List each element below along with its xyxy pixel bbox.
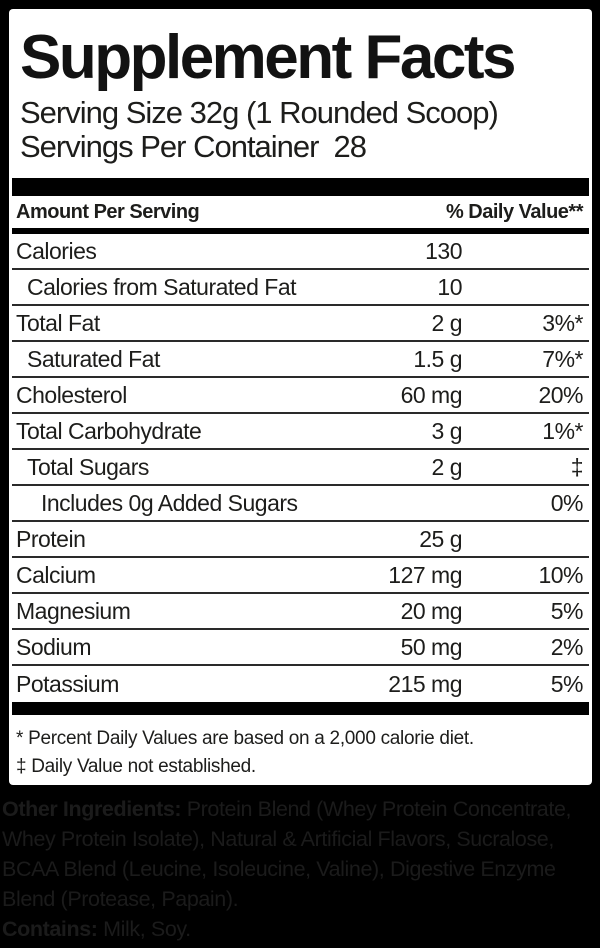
divider-bar-header <box>12 228 589 234</box>
table-row-protein: Protein 25 g <box>12 522 589 558</box>
row-label: Saturated Fat <box>27 345 160 372</box>
contains-label: Contains: <box>2 917 98 941</box>
table-row-added-sugars: Includes 0g Added Sugars 0% <box>12 486 589 522</box>
contains-line: Contains: Milk, Soy. <box>2 914 600 944</box>
table-row-calories-from-saturated-fat: Calories from Saturated Fat 10 <box>12 270 589 306</box>
row-amount: 2 g <box>431 309 463 336</box>
row-daily-value: ‡ <box>570 453 584 480</box>
footnote-not-established: ‡ Daily Value not established. <box>16 756 256 777</box>
row-amount: 50 mg <box>400 633 463 660</box>
serving-size-line: Serving Size 32g (1 Rounded Scoop) <box>20 95 499 130</box>
row-label: Total Carbohydrate <box>16 417 202 444</box>
row-label: Calories from Saturated Fat <box>27 273 297 300</box>
row-amount: 127 mg <box>388 561 462 588</box>
other-ingredients-text: Protein Blend (Whey Protein Concentrate, <box>181 797 572 821</box>
amount-per-serving-header: Amount Per Serving <box>16 200 200 223</box>
table-row-saturated-fat: Saturated Fat 1.5 g 7%* <box>12 342 589 378</box>
row-label: Potassium <box>16 670 119 697</box>
divider-bar-top <box>12 178 589 196</box>
row-amount: 10 <box>437 273 462 300</box>
other-ingredients-label: Other Ingredients: <box>2 797 182 821</box>
row-label: Magnesium <box>16 597 131 624</box>
row-label: Protein <box>16 525 86 552</box>
row-amount: 60 mg <box>400 381 463 408</box>
other-ingredients-line-4: Blend (Protease, Papain). <box>2 887 239 911</box>
table-row-total-sugars: Total Sugars 2 g ‡ <box>12 450 589 486</box>
table-row-magnesium: Magnesium 20 mg 5% <box>12 594 589 630</box>
row-amount: 1.5 g <box>413 345 462 372</box>
row-amount: 3 g <box>431 417 463 444</box>
row-daily-value: 7%* <box>542 345 583 372</box>
table-header-row: Amount Per Serving % Daily Value** <box>12 196 589 228</box>
servings-per-container-label: Servings Per Container <box>20 129 319 164</box>
table-row-calories: Calories 130 <box>12 234 589 270</box>
row-amount: 2 g <box>431 453 463 480</box>
row-amount: 25 g <box>419 525 462 552</box>
row-label: Total Fat <box>16 309 100 336</box>
divider-bar-bottom <box>12 702 589 715</box>
footnote-percent-daily: * Percent Daily Values are based on a 2,… <box>16 728 474 749</box>
daily-value-header: % Daily Value** <box>445 200 584 223</box>
table-row-calcium: Calcium 127 mg 10% <box>12 558 589 594</box>
nutrient-table: Calories 130 Calories from Saturated Fat… <box>12 234 589 702</box>
row-amount: 130 <box>425 237 462 264</box>
row-daily-value: 0% <box>550 489 584 516</box>
row-daily-value: 5% <box>550 597 584 624</box>
table-row-total-carbohydrate: Total Carbohydrate 3 g 1%* <box>12 414 589 450</box>
row-daily-value: 5% <box>550 670 584 697</box>
table-row-sodium: Sodium 50 mg 2% <box>12 630 589 666</box>
table-row-total-fat: Total Fat 2 g 3%* <box>12 306 589 342</box>
row-daily-value: 2% <box>550 633 584 660</box>
row-label: Cholesterol <box>16 381 127 408</box>
row-label: Total Sugars <box>27 453 149 480</box>
table-row-potassium: Potassium 215 mg 5% <box>12 666 589 702</box>
servings-per-container-line: Servings Per Container 28 <box>20 130 589 164</box>
footnotes: * Percent Daily Values are based on a 2,… <box>16 725 589 781</box>
other-ingredients-section: Other Ingredients: Protein Blend (Whey P… <box>2 794 600 944</box>
row-label: Calcium <box>16 561 96 588</box>
row-daily-value: 1%* <box>542 417 583 444</box>
row-label: Calories <box>16 237 97 264</box>
contains-text: Milk, Soy. <box>97 917 191 941</box>
supplement-facts-panel: Supplement Facts Serving Size 32g (1 Rou… <box>9 9 592 785</box>
row-daily-value: 20% <box>538 381 583 408</box>
table-row-cholesterol: Cholesterol 60 mg 20% <box>12 378 589 414</box>
row-daily-value: 3%* <box>542 309 583 336</box>
other-ingredients-line-1: Other Ingredients: Protein Blend (Whey P… <box>2 794 600 824</box>
page-title: Supplement Facts <box>20 23 517 92</box>
servings-per-container-value: 28 <box>333 129 367 164</box>
other-ingredients-line-3: BCAA Blend (Leucine, Isoleucine, Valine)… <box>2 857 556 881</box>
row-label: Sodium <box>16 633 91 660</box>
row-amount: 215 mg <box>388 670 462 697</box>
other-ingredients-line-2: Whey Protein Isolate), Natural & Artific… <box>2 827 554 851</box>
row-label: Includes 0g Added Sugars <box>41 489 298 516</box>
row-daily-value: 10% <box>538 561 583 588</box>
row-amount: 20 mg <box>400 597 463 624</box>
